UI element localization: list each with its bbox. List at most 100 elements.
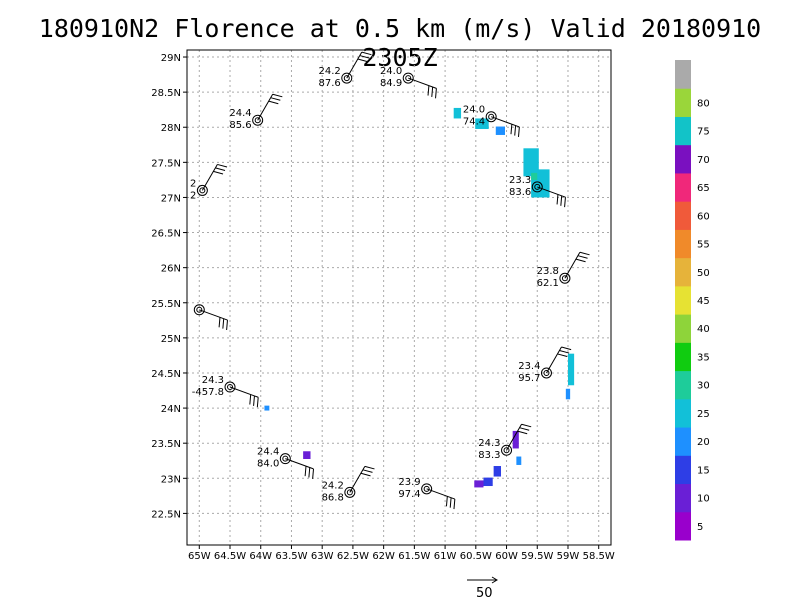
dropsonde-value: 2 — [190, 190, 196, 201]
dropsonde-value: 87.6 — [319, 78, 341, 89]
dropsonde-marker-inner — [227, 384, 234, 391]
dropsonde-temp: 24.0 — [380, 66, 402, 77]
y-tick-label: 27.5N — [151, 158, 181, 169]
dropsonde-marker-inner — [405, 75, 412, 82]
wind-barb-flag — [445, 496, 448, 507]
dropsonde-marker — [341, 72, 353, 84]
wind-barb-flag — [521, 423, 532, 428]
colorbar-label: 30 — [697, 381, 710, 392]
dropsonde-marker — [196, 184, 208, 196]
dropsonde-temp: 2 — [190, 178, 196, 189]
dropsonde-temp: 23.8 — [537, 266, 559, 277]
dropsonde-marker-inner — [254, 117, 261, 124]
y-tick-label: 27N — [161, 193, 181, 204]
y-tick-label: 24.5N — [151, 369, 181, 380]
wind-barb-flag — [213, 170, 224, 175]
dropsonde-marker-inner — [561, 275, 568, 282]
scale-label: 50 — [476, 586, 493, 600]
colorbar-label: 50 — [697, 268, 710, 279]
wind-barb-flag — [226, 320, 228, 331]
x-tick-label: 64.5W — [214, 551, 246, 562]
wind-barb-flag — [215, 167, 226, 171]
wind-barb-flag — [272, 93, 283, 98]
wind-barb-flag — [519, 427, 530, 431]
wind-barb-staff — [506, 423, 522, 451]
x-tick-label: 61W — [434, 551, 457, 562]
wind-barb-staff — [285, 458, 314, 470]
dropsonde-marker-inner — [282, 455, 289, 462]
dropsonde-marker — [421, 483, 433, 495]
dropsonde-temp: 23.3 — [509, 175, 531, 186]
dropsonde-layer: 24.287.624.084.924.485.624.074.42223.383… — [190, 51, 590, 510]
wind-barb-flag — [308, 467, 311, 478]
swath-cell — [475, 118, 489, 129]
swath-cell — [303, 451, 311, 459]
wind-barb-flag — [514, 125, 517, 136]
x-tick-label: 61.5W — [398, 551, 430, 562]
colorbar-swatch — [675, 427, 691, 456]
x-tick-label: 62.5W — [337, 551, 369, 562]
colorbar-swatch — [675, 511, 691, 541]
swath-cell — [453, 107, 462, 119]
colorbar-swatch — [675, 398, 691, 428]
colorbar-swatch — [675, 455, 691, 485]
dropsonde-temp: 24.3 — [478, 438, 500, 449]
y-tick-label: 22.5N — [151, 509, 181, 520]
wind-barb-staff — [199, 309, 228, 321]
x-tick-label: 59.5W — [521, 551, 553, 562]
colorbar-label: 70 — [697, 155, 710, 166]
wind-barb-flag — [510, 124, 513, 135]
dropsonde-marker-inner — [543, 369, 550, 376]
grid-lines — [187, 50, 611, 545]
y-tick-label: 25N — [161, 334, 181, 345]
colorbar-swatch — [675, 172, 691, 202]
y-tick-label: 28.5N — [151, 88, 181, 99]
wind-barb-flag — [431, 86, 434, 97]
dropsonde-temp: 24.0 — [463, 105, 485, 116]
y-tick-label: 26.5N — [151, 229, 181, 240]
colorbar-label: 45 — [697, 296, 710, 307]
dropsonde-marker-inner — [423, 485, 430, 492]
colorbar-swatch — [675, 229, 691, 259]
dropsonde-value: 97.4 — [398, 489, 420, 500]
dropsonde-temp: 23.9 — [398, 477, 420, 488]
colorbar-label: 5 — [697, 522, 703, 533]
dropsonde-marker-inner — [343, 75, 350, 82]
colorbar-label: 10 — [697, 494, 710, 505]
colorbar: 5 10 15 20 25 30 35 40 45 50 55 60 65 70 75 80 — [675, 60, 710, 541]
dropsonde-marker — [540, 367, 552, 379]
y-tick-label: 29N — [161, 53, 181, 64]
wind-barb-flag — [517, 126, 520, 137]
wind-barb-staff — [537, 186, 566, 198]
colorbar-swatch — [675, 342, 691, 372]
colorbar-label: 20 — [697, 437, 710, 448]
dropsonde-marker-inner — [534, 183, 541, 190]
dropsonde-marker — [559, 272, 571, 284]
dropsonde-temp: 24.2 — [319, 66, 341, 77]
y-tick-label: 26N — [161, 264, 181, 275]
wind-barb-flag — [312, 468, 315, 479]
dropsonde-value: 86.8 — [322, 492, 344, 503]
wind-barb-flag — [561, 346, 572, 351]
wind-barb-staff — [346, 51, 363, 79]
x-tick-label: 60.5W — [460, 551, 492, 562]
wind-barb-flag — [360, 472, 371, 477]
swath-cell — [264, 405, 270, 411]
dropsonde-marker — [402, 72, 414, 84]
y-axis: 22.5N 23N 23.5N 24N 24.5N 25N 25.5N 26N 26.5N 27N… — [151, 53, 187, 520]
wind-barb-flag — [361, 51, 372, 56]
dropsonde-value: 83.3 — [478, 450, 500, 461]
dropsonde-marker — [344, 486, 356, 498]
colorbar-swatch — [675, 60, 691, 89]
dropsonde-marker-inner — [503, 447, 510, 454]
wind-barb-flag — [364, 465, 375, 470]
x-tick-label: 58.5W — [583, 551, 615, 562]
dropsonde-marker-inner — [199, 187, 206, 194]
colorbar-swatch — [675, 314, 691, 343]
wind-barb-flag — [253, 395, 255, 406]
dropsonde-value: 62.1 — [537, 278, 559, 289]
colorbar-label: 55 — [697, 240, 710, 251]
colorbar-swatch — [675, 370, 691, 400]
dropsonde-marker — [193, 304, 205, 316]
